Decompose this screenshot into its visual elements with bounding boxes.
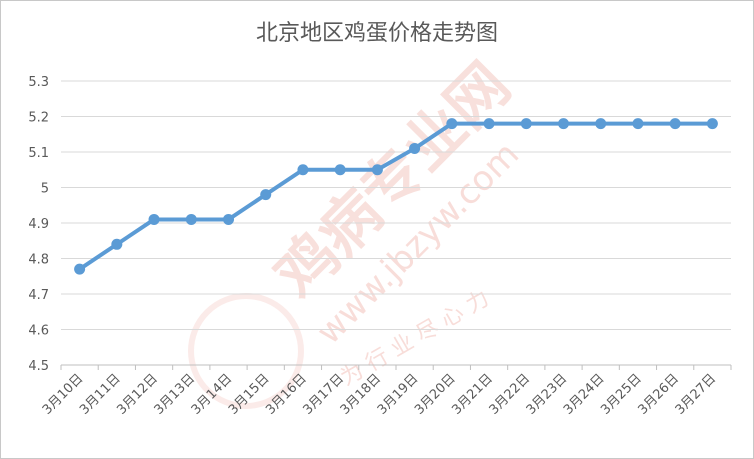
data-point — [74, 263, 86, 275]
y-tick-label: 5 — [41, 182, 49, 197]
data-point — [706, 118, 718, 130]
y-axis-ticks: 4.5 4.6 4.7 4.8 4.9 5 5.1 5.2 5.3 — [28, 75, 49, 374]
series-line — [78, 121, 713, 271]
data-point — [297, 164, 309, 176]
watermark-logo-icon — [188, 293, 304, 409]
data-point — [483, 118, 495, 130]
x-tick-label: 3月27日 — [673, 371, 720, 418]
data-point — [223, 213, 234, 225]
y-tick-label: 5.1 — [28, 146, 49, 161]
data-point — [185, 213, 197, 225]
data-point — [148, 213, 160, 225]
x-axis-ticks: 3月10日3月11日3月12日3月13日3月14日3月15日3月16日3月17日… — [40, 371, 719, 418]
x-axis — [60, 364, 732, 370]
price-series — [74, 118, 718, 275]
data-point — [632, 118, 644, 130]
y-tick-label: 4.6 — [28, 324, 49, 339]
y-tick-label: 4.5 — [28, 359, 49, 374]
y-tick-label: 4.7 — [28, 288, 49, 303]
y-tick-label: 4.8 — [28, 253, 49, 268]
data-point — [669, 118, 681, 130]
watermark: 鸡病专业网 www.jbzyw.com 为 行 业 尽 心 力 — [188, 50, 527, 409]
y-tick-label: 4.9 — [28, 217, 49, 232]
data-point — [409, 142, 421, 154]
data-point — [446, 118, 458, 130]
data-point — [558, 118, 569, 130]
data-point — [111, 238, 123, 250]
data-point — [371, 164, 383, 176]
data-point — [520, 118, 532, 130]
data-point — [595, 118, 607, 130]
y-tick-label: 5.2 — [28, 111, 49, 126]
data-point — [260, 189, 272, 201]
chart-title: 北京地区鸡蛋价格走势图 — [255, 21, 498, 46]
data-point — [334, 164, 346, 176]
y-tick-label: 5.3 — [28, 75, 49, 90]
